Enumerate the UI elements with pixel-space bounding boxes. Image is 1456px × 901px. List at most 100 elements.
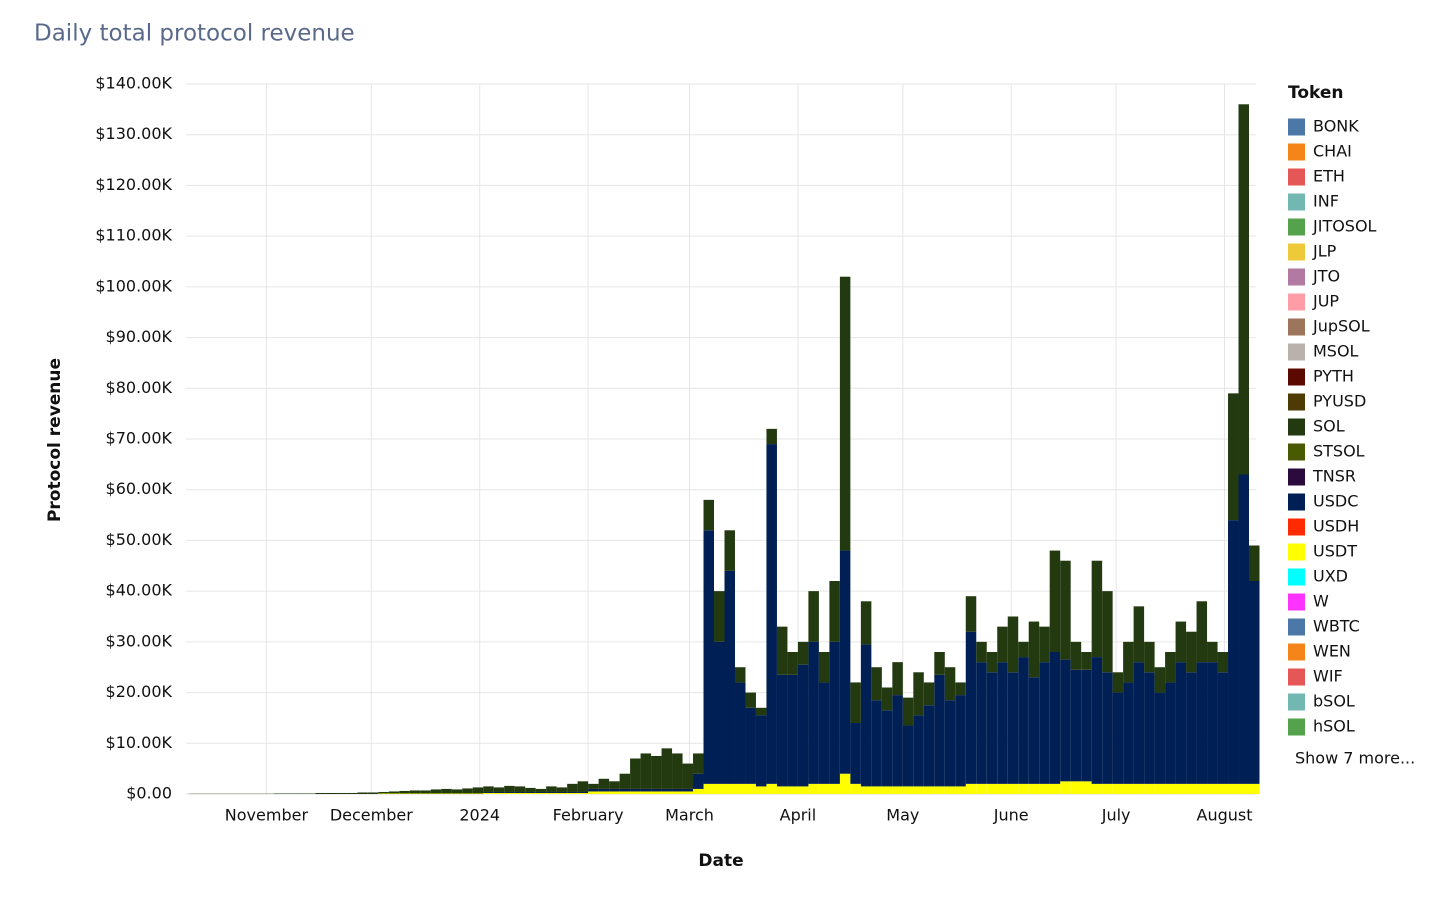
bar-segment — [860, 644, 872, 787]
bar-segment — [1102, 591, 1113, 673]
bar-segment — [1207, 662, 1218, 784]
bar-segment — [682, 763, 694, 789]
bar-segment — [504, 785, 515, 792]
legend-more[interactable]: Show 7 more... — [1295, 749, 1415, 768]
bar-segment — [1060, 659, 1071, 782]
legend-swatch — [1288, 643, 1305, 661]
bar-segment — [745, 692, 756, 708]
bar-segment — [944, 786, 956, 794]
bar-segment — [976, 662, 987, 784]
bar-segment — [839, 773, 851, 794]
bar-segment — [1007, 616, 1019, 673]
legend-swatch — [1288, 193, 1305, 211]
bar-segment — [399, 790, 410, 794]
bar-segment — [1070, 781, 1082, 794]
y-tick-label: $100.00K — [95, 276, 172, 295]
bar-segment — [1091, 783, 1103, 794]
bar-segment — [1102, 672, 1113, 784]
bar-segment — [577, 791, 589, 793]
bar-segment — [1049, 783, 1061, 794]
bar-segment — [808, 591, 819, 642]
bar-segment — [1175, 783, 1187, 794]
bar-segment — [944, 667, 956, 701]
bar-segment — [1123, 783, 1134, 794]
y-axis-title: Protocol revenue — [45, 358, 65, 522]
bar-segment — [724, 530, 735, 571]
legend-label: CHAI — [1313, 142, 1352, 161]
bar-segment — [609, 791, 620, 794]
bar-segment — [388, 793, 400, 794]
bar-segment — [955, 786, 966, 794]
bar-segment — [1217, 783, 1229, 794]
bar-segment — [986, 672, 998, 784]
bar-segment — [1081, 669, 1092, 782]
bar-segment — [514, 792, 526, 794]
bar-segment — [1018, 783, 1029, 794]
bar-segment — [661, 748, 673, 789]
bar-segment — [588, 791, 599, 794]
bar-segment — [755, 786, 767, 794]
legend-swatch — [1288, 243, 1305, 261]
legend-swatch — [1288, 218, 1305, 236]
bar-segment — [755, 707, 767, 716]
bar-segment — [766, 428, 777, 445]
bar-segment — [1175, 662, 1187, 784]
bar-segment — [787, 786, 798, 794]
bar-segment — [1144, 641, 1155, 673]
bar-segment — [577, 792, 589, 794]
bar-segment — [1175, 621, 1187, 663]
bar-segment — [1018, 641, 1029, 658]
bar-segment — [913, 786, 924, 794]
bar-segment — [776, 626, 788, 675]
bar-segment — [797, 786, 809, 794]
x-tick-label: 2024 — [459, 806, 500, 825]
bar-segment — [944, 700, 956, 787]
legend-swatch — [1288, 118, 1305, 136]
bar-segment — [934, 674, 945, 787]
bar-segment — [1028, 677, 1040, 784]
bar-segment — [462, 788, 473, 794]
bar-segment — [829, 581, 840, 642]
bar-segment — [797, 664, 809, 787]
bar-segment — [913, 715, 924, 787]
bar-segment — [483, 791, 494, 793]
bar-segment — [1207, 783, 1218, 794]
bar-segment — [902, 786, 914, 794]
legend-label: WBTC — [1313, 617, 1360, 636]
bar-segment — [734, 667, 746, 683]
bar-segment — [714, 641, 725, 784]
bar-segment — [525, 792, 536, 794]
legend-label: USDT — [1313, 542, 1357, 561]
bar-segment — [451, 793, 463, 794]
bar-segment — [514, 791, 526, 793]
legend-label: JLP — [1312, 242, 1337, 261]
bar-segment — [441, 788, 452, 794]
bar-segment — [1144, 672, 1155, 784]
bar-segment — [892, 695, 903, 787]
bar-segment — [902, 697, 914, 726]
y-tick-label: $50.00K — [106, 530, 173, 549]
legend-swatch — [1288, 693, 1305, 711]
bar-segment — [850, 723, 861, 784]
x-tick-label: August — [1197, 806, 1253, 825]
legend-swatch — [1288, 468, 1305, 486]
bar-segment — [661, 791, 673, 794]
bar-segment — [965, 631, 977, 784]
bar-segment — [1186, 783, 1197, 794]
bar-segment — [703, 499, 715, 531]
bar-segment — [588, 783, 599, 789]
legend-swatch — [1288, 443, 1305, 461]
bar-segment — [304, 793, 316, 794]
bar-segment — [399, 793, 410, 794]
bar-segment — [388, 791, 400, 794]
bar-segment — [1123, 641, 1134, 683]
y-tick-label: $30.00K — [106, 631, 173, 650]
bar-segment — [630, 788, 641, 792]
bar-segment — [1217, 652, 1229, 673]
y-tick-label: $20.00K — [106, 682, 173, 701]
bar-segment — [672, 788, 683, 792]
bar-segment — [672, 791, 683, 794]
bar-segment — [315, 792, 326, 794]
bar-segment — [441, 793, 452, 794]
